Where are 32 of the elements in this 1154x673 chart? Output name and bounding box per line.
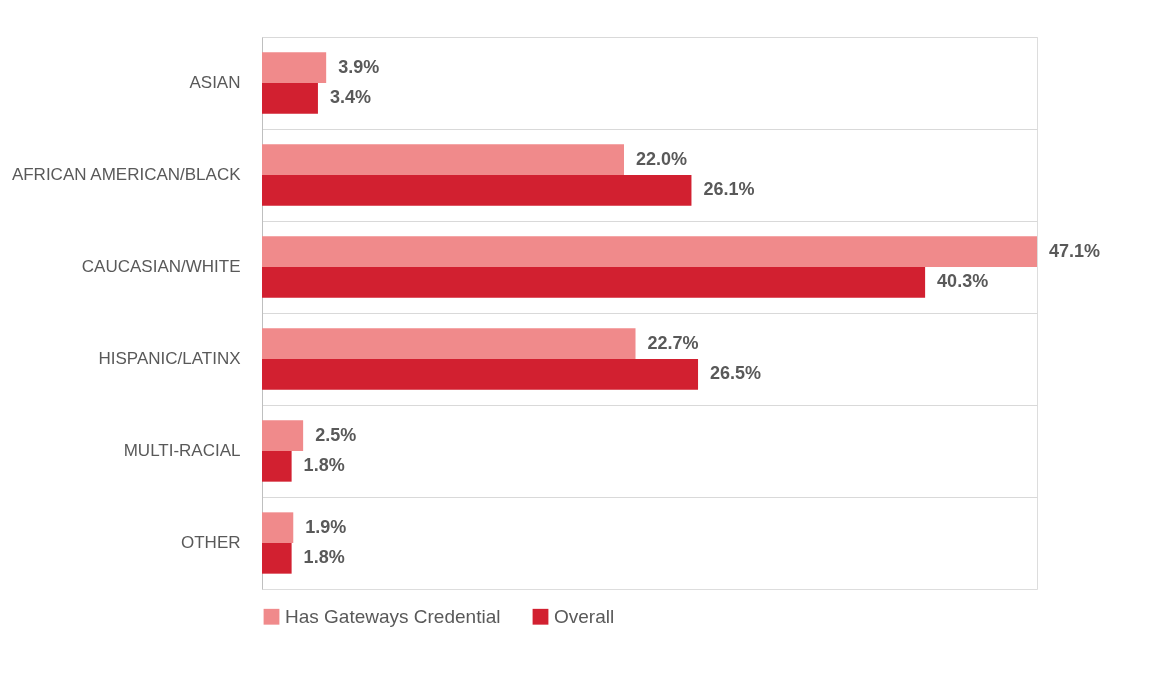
data-label: 3.9%: [338, 56, 380, 77]
bar: [262, 328, 636, 359]
y-tick-label: AFRICAN AMERICAN/BLACK: [11, 165, 242, 184]
data-label: 40.3%: [937, 271, 989, 292]
bar: [262, 543, 292, 574]
data-label: 1.8%: [303, 547, 345, 568]
y-tick-label: MULTI-RACIAL: [123, 441, 241, 460]
bar: [262, 175, 692, 206]
data-label: 26.1%: [703, 179, 755, 200]
data-label: 3.4%: [329, 87, 371, 108]
bar: [262, 144, 624, 175]
legend-label: Has Gateways Credential: [285, 605, 501, 627]
bar: [262, 420, 304, 451]
bar: [262, 83, 318, 114]
data-label: 2.5%: [315, 424, 357, 445]
y-tick-label: ASIAN: [189, 73, 241, 92]
bar: [262, 236, 1037, 267]
data-label: 26.5%: [710, 363, 762, 384]
data-label: 1.9%: [305, 516, 347, 537]
y-tick-label: CAUCASIAN/WHITE: [81, 257, 241, 276]
legend-label: Overall: [554, 605, 615, 627]
bar: [262, 267, 926, 298]
bar: [262, 359, 699, 390]
bar: [262, 451, 292, 482]
y-tick-label: HISPANIC/LATINX: [98, 349, 241, 368]
data-label: 22.0%: [636, 148, 688, 169]
y-tick-label: OTHER: [181, 533, 241, 552]
bar: [262, 52, 327, 83]
data-label: 47.1%: [1049, 240, 1101, 261]
data-label: 1.8%: [303, 455, 345, 476]
bar: [262, 512, 294, 543]
data-label: 22.7%: [647, 332, 699, 353]
